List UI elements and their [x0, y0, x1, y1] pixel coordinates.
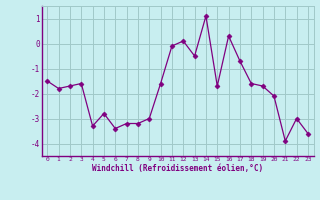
X-axis label: Windchill (Refroidissement éolien,°C): Windchill (Refroidissement éolien,°C) [92, 164, 263, 173]
